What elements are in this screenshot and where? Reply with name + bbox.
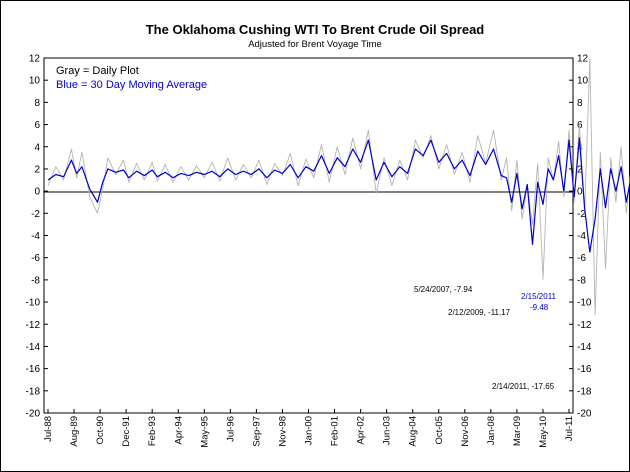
y-tick-label-left: -20 [26, 409, 41, 420]
y-tick-label-left: -4 [31, 231, 40, 242]
y-tick-label-right: -18 [577, 386, 592, 397]
x-tick-label: Jul-11 [564, 416, 575, 441]
y-tick-label-right: -20 [577, 409, 592, 420]
y-tick-label-right: -6 [577, 253, 586, 264]
y-tick-label-right: 0 [577, 187, 583, 198]
y-tick-label-left: 12 [29, 54, 41, 65]
x-tick-label: Nov-98 [277, 416, 288, 447]
y-tick-label-right: -8 [577, 275, 586, 286]
x-tick-label: Oct-05 [434, 416, 445, 445]
y-tick-label-left: -6 [31, 253, 40, 264]
y-tick-label-left: 6 [34, 120, 40, 131]
y-tick-label-right: -4 [577, 231, 586, 242]
legend-entry-daily: Gray = Daily Plot [56, 65, 139, 77]
y-tick-label-right: 8 [577, 98, 583, 109]
y-tick-label-left: 8 [34, 98, 40, 109]
y-tick-label-right: 6 [577, 120, 583, 131]
x-axis: Jul-88 Aug-89 Oct-90 Dec-91 Feb-93 Apr-94 May-… [43, 409, 575, 448]
x-tick-label: May-95 [199, 416, 210, 448]
y-tick-label-left: -16 [26, 364, 41, 375]
series-line-daily [47, 58, 630, 316]
x-tick-label: May-10 [538, 416, 549, 448]
x-tick-label: Jan-00 [304, 416, 315, 445]
x-tick-label: Aug-89 [69, 416, 80, 447]
annotation-2011-ma-value: -9.48 [530, 303, 549, 312]
annotation-2009-low: 2/12/2009, -11.17 [448, 308, 511, 317]
x-tick-label: Apr-02 [356, 416, 367, 445]
x-tick-label: Jan-08 [486, 416, 497, 445]
y-tick-label-right: 12 [577, 54, 589, 65]
y-axis-left: 12 10 8 6 4 2 0 -2 -4 -6 -8 -10 -12 -14 -16 -18 -20 [26, 54, 48, 420]
series-layer [47, 58, 630, 316]
x-tick-label: Sep-97 [251, 416, 262, 447]
y-tick-label-right: -12 [577, 320, 592, 331]
y-tick-label-right: 2 [577, 164, 583, 175]
y-tick-label-left: -10 [26, 298, 41, 309]
series-line-moving-average [47, 137, 630, 253]
y-tick-label-left: 0 [34, 187, 40, 198]
y-tick-label-right: -14 [577, 342, 592, 353]
chart-title: The Oklahoma Cushing WTI To Brent Crude … [146, 22, 485, 37]
chart-subtitle: Adjusted for Brent Voyage Time [248, 39, 382, 50]
y-tick-label-right: -2 [577, 209, 586, 220]
y-tick-label-right: -10 [577, 298, 592, 309]
x-tick-label: Apr-94 [173, 416, 184, 445]
x-tick-label: Jul-96 [225, 416, 236, 442]
x-tick-label: Nov-06 [460, 416, 471, 447]
annotation-2011-daily-low: 2/14/2011, -17.65 [492, 382, 555, 391]
x-tick-label: Dec-91 [121, 416, 132, 447]
y-tick-label-right: -16 [577, 364, 592, 375]
annotation-2007-low: 5/24/2007, -7.94 [414, 285, 473, 294]
annotation-2011-ma-date: 2/15/2011 [521, 292, 557, 301]
x-tick-label: Jun-03 [382, 416, 393, 445]
x-tick-label: Jul-88 [43, 416, 54, 442]
plot-area [43, 57, 574, 414]
x-tick-label: Mar-09 [512, 416, 523, 446]
y-tick-label-left: -2 [31, 209, 40, 220]
y-tick-label-left: 2 [34, 164, 40, 175]
y-tick-label-right: 10 [577, 76, 589, 87]
y-tick-label-left: -8 [31, 275, 40, 286]
y-tick-label-left: 4 [34, 142, 40, 153]
y-tick-label-left: -18 [26, 386, 41, 397]
x-tick-label: Oct-90 [95, 416, 106, 445]
y-tick-label-left: 10 [29, 76, 41, 87]
legend-entry-moving-average: Blue = 30 Day Moving Average [56, 79, 207, 91]
y-tick-label-left: -14 [26, 342, 41, 353]
y-tick-label-left: -12 [26, 320, 41, 331]
x-tick-label: Feb-93 [147, 416, 158, 446]
x-tick-label: Aug-04 [408, 416, 419, 447]
x-tick-label: Feb-01 [330, 416, 341, 446]
